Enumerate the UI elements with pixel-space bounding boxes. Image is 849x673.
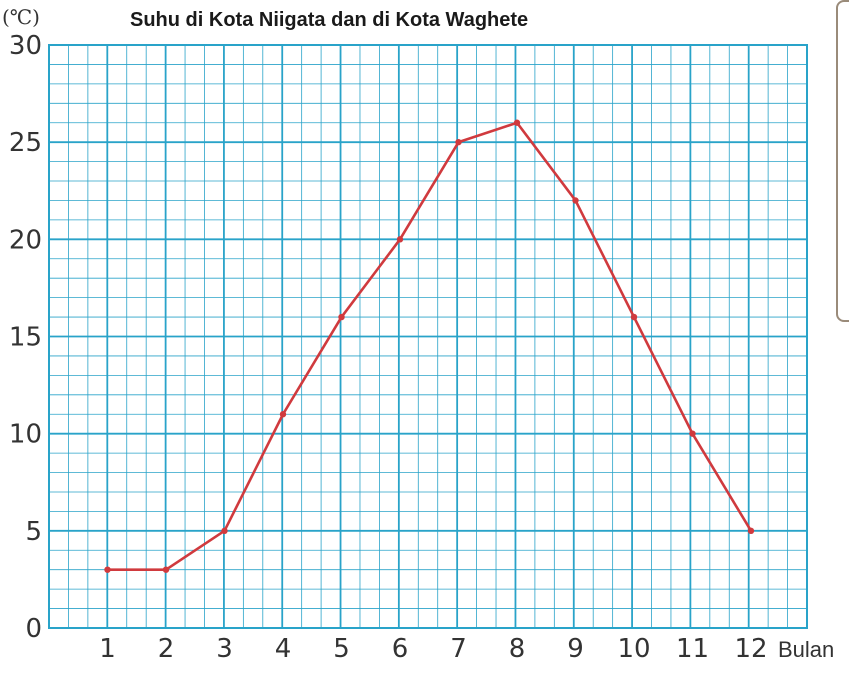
series xyxy=(104,119,755,573)
y-tick-label: 0 xyxy=(25,614,42,644)
y-tick-label: 10 xyxy=(9,420,42,450)
y-tick-label: 15 xyxy=(9,323,42,353)
series-line xyxy=(107,121,753,572)
data-point xyxy=(747,527,755,535)
y-tick-label: 25 xyxy=(9,128,42,158)
data-point xyxy=(104,566,111,573)
y-tick-label: 5 xyxy=(25,517,42,547)
data-point xyxy=(279,411,287,418)
data-point xyxy=(630,313,638,321)
data-point xyxy=(396,236,404,243)
y-tick-label: 20 xyxy=(9,225,42,255)
data-point xyxy=(338,313,345,321)
y-axis-unit: (℃) xyxy=(2,5,40,29)
data-point xyxy=(689,430,696,437)
data-point xyxy=(572,197,579,204)
data-point xyxy=(162,566,170,573)
plot-frame xyxy=(48,44,808,629)
x-tick-label: 6 xyxy=(392,634,409,664)
y-tick-label: 30 xyxy=(9,31,42,61)
x-tick-label: 1 xyxy=(99,634,116,664)
x-tick-label: 5 xyxy=(333,634,350,664)
data-point xyxy=(455,138,462,146)
x-tick-label: 2 xyxy=(158,634,175,664)
data-point xyxy=(221,527,228,535)
x-tick-label: 4 xyxy=(275,634,292,664)
x-tick-label: 3 xyxy=(216,634,233,664)
grid xyxy=(48,44,808,629)
x-axis-label: Bulan xyxy=(778,637,834,662)
x-tick-label: 9 xyxy=(567,634,584,664)
side-panel-frame xyxy=(836,0,849,322)
x-tick-label: 11 xyxy=(676,634,709,664)
data-point xyxy=(513,119,521,126)
chart-title: Suhu di Kota Niigata dan di Kota Waghete xyxy=(130,9,528,31)
x-tick-label: 8 xyxy=(509,634,526,664)
x-tick-label: 10 xyxy=(617,634,650,664)
x-tick-label: 7 xyxy=(450,634,467,664)
x-tick-label: 12 xyxy=(734,634,767,664)
